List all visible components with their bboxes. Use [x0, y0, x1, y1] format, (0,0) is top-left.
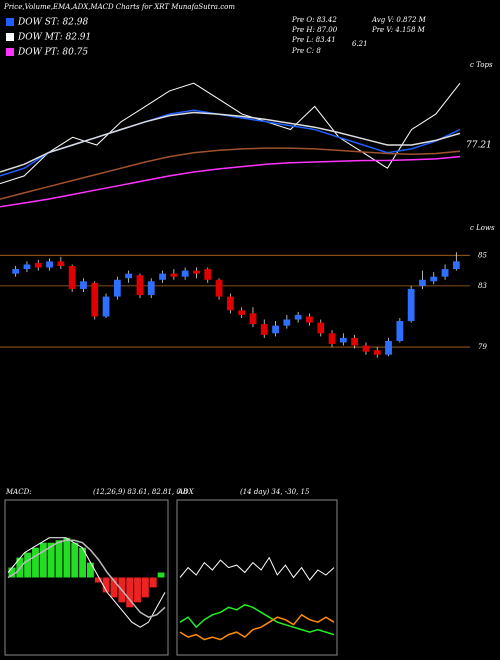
candle-body [136, 275, 144, 296]
candle-body [12, 269, 20, 274]
panel-label: MACD: [5, 488, 32, 496]
histogram-bar [63, 537, 71, 578]
candle-body [441, 269, 449, 277]
series-line [0, 82, 461, 185]
candle-body [181, 270, 189, 277]
candle-body [204, 269, 212, 280]
panel-label: ADX [177, 488, 195, 496]
histogram-bar [149, 577, 157, 588]
candle-body [68, 266, 76, 289]
candle-body [147, 281, 155, 296]
candle-body [373, 350, 381, 355]
candle-body [125, 273, 133, 279]
candle-body [306, 316, 313, 323]
histogram-bar [110, 577, 118, 598]
histogram-bar [47, 542, 55, 578]
candle-body [159, 273, 166, 280]
panel-params: (14 day) 34, -30, 15 [240, 488, 310, 496]
tops-label: c Tops [470, 61, 493, 69]
series-line [179, 603, 335, 636]
candle-body [238, 310, 246, 315]
candle-body [396, 321, 404, 341]
legend-label: DOW MT: 82.91 [17, 33, 91, 43]
candle-body [339, 337, 347, 343]
series-line [7, 539, 166, 619]
histogram-bar [39, 542, 47, 578]
price-label: 77.21 [466, 141, 492, 151]
candle-body [407, 288, 415, 322]
y-tick-label: 85 [478, 251, 487, 259]
info-text: Pre L: 83.41 [291, 36, 336, 44]
histogram-bar [71, 542, 79, 578]
histogram-bar [32, 547, 39, 578]
legend-swatch [6, 33, 14, 41]
candle-body [283, 319, 291, 326]
y-tick-label: 83 [478, 282, 487, 290]
y-tick-label: 79 [478, 343, 487, 351]
candle-body [80, 281, 87, 289]
info-text: Pre H: 87.00 [291, 26, 338, 34]
histogram-bar [134, 577, 141, 603]
candle-body [102, 296, 110, 317]
histogram-bar [79, 547, 86, 578]
candle-body [57, 261, 65, 266]
info-text: Pre V: 4.158 M [371, 26, 426, 34]
candle-body [419, 279, 426, 286]
histogram-bar [55, 540, 63, 578]
candle-body [362, 345, 370, 352]
candle-body [193, 270, 200, 274]
candle-body [23, 264, 31, 270]
info-text: Pre C: 8 [291, 47, 321, 55]
candle-body [226, 296, 234, 311]
candle-body [317, 322, 325, 334]
histogram-bar [126, 577, 134, 608]
series-line [179, 556, 335, 581]
candle-body [34, 262, 42, 268]
legend-swatch [6, 18, 14, 26]
candle-body [260, 324, 268, 335]
info-text: Pre O: 83.42 [291, 16, 337, 24]
info-text: 6.21 [352, 40, 368, 48]
legend-label: DOW ST: 82.98 [17, 18, 88, 28]
series-line [7, 537, 166, 628]
histogram-bar [8, 567, 16, 578]
candle-body [452, 261, 460, 270]
candle-body [385, 340, 392, 355]
candle-body [215, 279, 223, 297]
histogram-bar [87, 562, 94, 578]
series-line [179, 613, 335, 641]
info-text: Avg V: 0.872 M [371, 16, 427, 24]
candle-body [249, 313, 257, 325]
candle-body [272, 325, 279, 334]
candle-body [46, 261, 53, 268]
candle-body [294, 314, 302, 320]
histogram-bar [141, 577, 149, 598]
series-line [0, 111, 461, 173]
candle-body [430, 276, 438, 282]
histogram-bar [102, 577, 110, 593]
candle-body [170, 273, 178, 277]
histogram-bar [24, 552, 32, 578]
candle-body [113, 279, 121, 297]
legend-swatch [6, 48, 14, 56]
lows-label: c Lows [470, 224, 495, 232]
histogram-bar [94, 577, 102, 583]
series-line [0, 155, 461, 208]
histogram-bar [157, 572, 165, 578]
candle-body [351, 337, 359, 346]
series-line [0, 147, 461, 200]
page-title: Price,Volume,EMA,ADX,MACD Charts for XRT… [3, 3, 235, 11]
legend-label: DOW PT: 80.75 [17, 48, 88, 58]
candle-body [91, 282, 99, 317]
candle-body [328, 333, 336, 344]
panel-params: (12,26,9) 83.61, 82.81, 0.8 [93, 488, 188, 496]
